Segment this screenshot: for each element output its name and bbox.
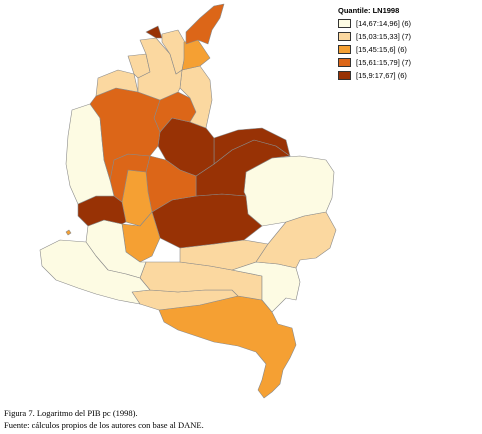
region-arauca — [213, 127, 291, 165]
region-atlantico — [145, 25, 163, 39]
legend-swatch — [338, 71, 351, 80]
legend-label: [14,67:14,96] (6) — [356, 19, 412, 28]
legend-item: [15,45:15,6] (6) — [338, 43, 480, 56]
figure-source: Fuente: cálculos propios de los autores … — [4, 420, 204, 430]
legend-label: [15,61:15,79] (7) — [356, 58, 412, 67]
region-guajira — [185, 3, 225, 45]
legend-swatch — [338, 19, 351, 28]
region-amazonas — [158, 295, 297, 399]
legend-swatch — [338, 45, 351, 54]
map-legend: Quantile: LN1998 [14,67:14,96] (6) [15,0… — [338, 5, 480, 82]
legend-label: [15,03:15,33] (7) — [356, 32, 412, 41]
figure-title: Figura 7. Logaritmo del PIB pc (1998). — [4, 408, 138, 418]
figure-caption: Figura 7. Logaritmo del PIB pc (1998). F… — [4, 407, 204, 431]
legend-label: [15,45:15,6] (6) — [356, 45, 407, 54]
region-norte-santander — [179, 65, 213, 129]
legend-item: [15,03:15,33] (7) — [338, 30, 480, 43]
legend-item: [14,67:14,96] (6) — [338, 17, 480, 30]
region-cesar — [181, 39, 211, 71]
legend-title: Quantile: LN1998 — [338, 6, 400, 15]
legend-item: [15,9:17,67] (6) — [338, 69, 480, 82]
legend-swatch — [338, 32, 351, 41]
region-san-andres — [65, 229, 72, 236]
legend-swatch — [338, 58, 351, 67]
region-narino — [39, 239, 151, 305]
legend-label: [15,9:17,67] (6) — [356, 71, 407, 80]
legend-item: [15,61:15,79] (7) — [338, 56, 480, 69]
